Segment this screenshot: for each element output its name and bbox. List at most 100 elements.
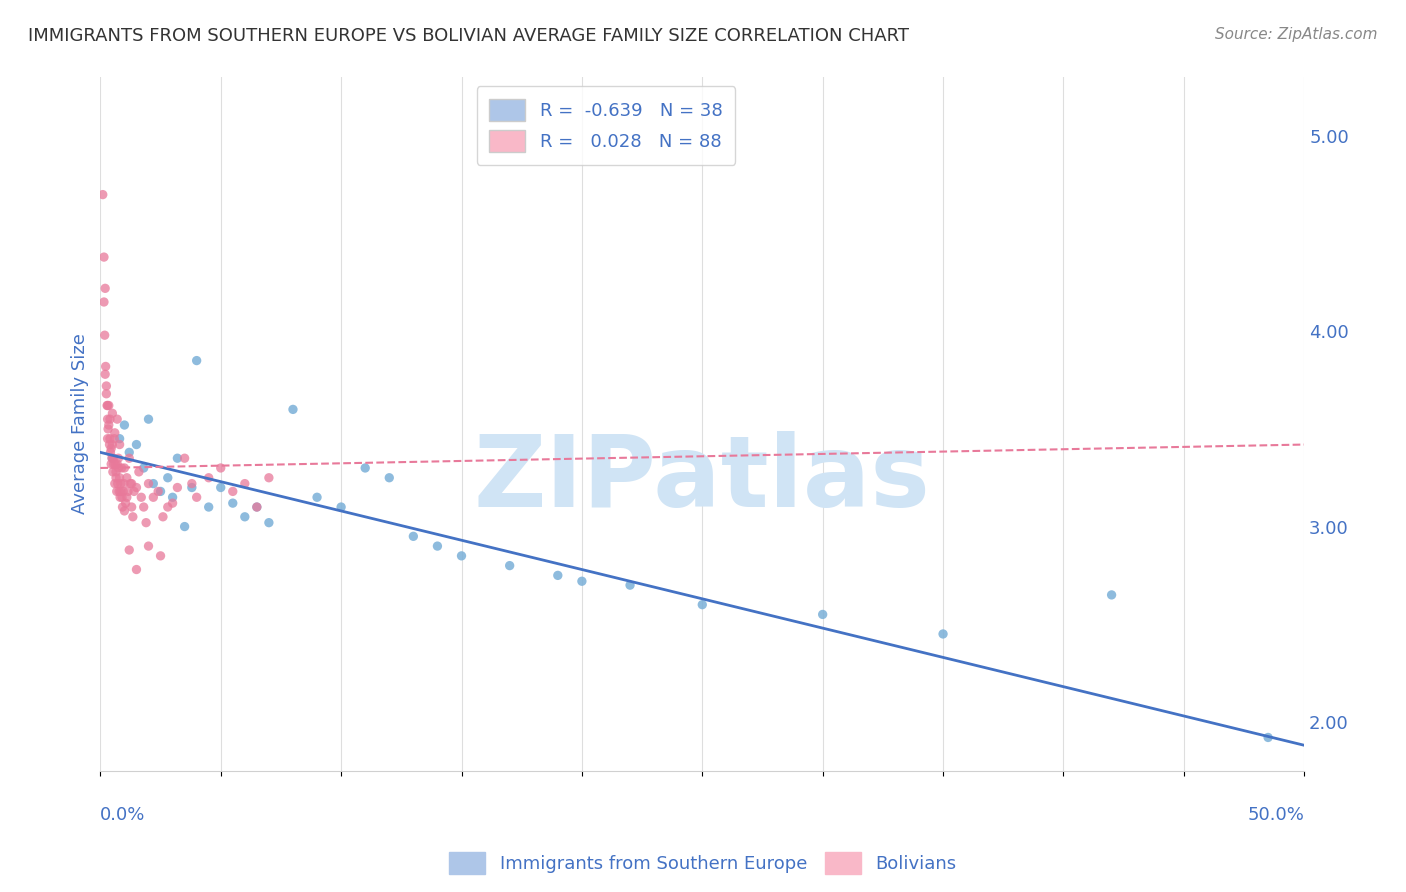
- Point: [97, 399, 120, 413]
- Point: [111, 500, 134, 514]
- Point: [105, 465, 128, 479]
- Point: [110, 484, 132, 499]
- Point: [132, 500, 155, 514]
- Point: [105, 471, 128, 485]
- Point: [101, 437, 124, 451]
- Text: 50.0%: 50.0%: [1247, 805, 1305, 824]
- Point: [173, 451, 195, 466]
- Point: [571, 574, 593, 589]
- Point: [180, 476, 202, 491]
- Point: [162, 496, 184, 510]
- Point: [186, 353, 208, 368]
- Point: [94, 359, 117, 374]
- Point: [186, 490, 208, 504]
- Point: [100, 445, 122, 459]
- Text: IMMIGRANTS FROM SOUTHERN EUROPE VS BOLIVIAN AVERAGE FAMILY SIZE CORRELATION CHAR: IMMIGRANTS FROM SOUTHERN EUROPE VS BOLIV…: [28, 27, 910, 45]
- Point: [104, 457, 127, 471]
- Point: [197, 471, 219, 485]
- Point: [257, 471, 280, 485]
- Point: [121, 476, 143, 491]
- Point: [94, 368, 117, 382]
- Point: [117, 484, 139, 499]
- Point: [138, 412, 160, 426]
- Point: [125, 437, 148, 451]
- Point: [104, 425, 127, 440]
- Point: [156, 500, 179, 514]
- Point: [122, 484, 145, 499]
- Point: [152, 509, 174, 524]
- Point: [142, 476, 165, 491]
- Point: [103, 432, 125, 446]
- Point: [97, 412, 120, 426]
- Point: [112, 417, 135, 432]
- Point: [112, 504, 135, 518]
- Point: [93, 250, 115, 264]
- Point: [156, 471, 179, 485]
- Point: [149, 549, 172, 563]
- Point: [97, 432, 120, 446]
- Point: [94, 281, 117, 295]
- Point: [110, 476, 132, 491]
- Point: [498, 558, 520, 573]
- Point: [149, 484, 172, 499]
- Point: [97, 422, 120, 436]
- Point: [121, 500, 143, 514]
- Point: [222, 484, 245, 499]
- Point: [97, 417, 120, 432]
- Point: [108, 432, 131, 446]
- Point: [138, 476, 160, 491]
- Point: [93, 328, 115, 343]
- Point: [330, 500, 353, 514]
- Point: [246, 500, 269, 514]
- Point: [112, 476, 135, 491]
- Point: [125, 562, 148, 576]
- Point: [209, 461, 232, 475]
- Point: [107, 461, 129, 475]
- Point: [118, 451, 141, 466]
- Point: [101, 451, 124, 466]
- Point: [138, 539, 160, 553]
- Point: [811, 607, 834, 622]
- Text: ZIPatlas: ZIPatlas: [474, 431, 931, 528]
- Point: [96, 399, 118, 413]
- Point: [103, 451, 125, 466]
- Point: [108, 490, 131, 504]
- Point: [233, 509, 256, 524]
- Point: [91, 187, 114, 202]
- Point: [305, 490, 328, 504]
- Point: [197, 500, 219, 514]
- Point: [121, 509, 143, 524]
- Point: [135, 516, 157, 530]
- Point: [108, 484, 131, 499]
- Point: [402, 529, 425, 543]
- Point: [1257, 731, 1279, 745]
- Point: [118, 445, 141, 459]
- Point: [932, 627, 955, 641]
- Point: [426, 539, 449, 553]
- Point: [96, 379, 118, 393]
- Text: 0.0%: 0.0%: [100, 805, 146, 824]
- Legend: R =  -0.639   N = 38, R =   0.028   N = 88: R = -0.639 N = 38, R = 0.028 N = 88: [477, 87, 735, 165]
- Point: [104, 476, 127, 491]
- Point: [101, 406, 124, 420]
- Point: [125, 481, 148, 495]
- Point: [180, 481, 202, 495]
- Point: [100, 457, 122, 471]
- Point: [354, 461, 377, 475]
- Point: [93, 295, 115, 310]
- Point: [129, 490, 152, 504]
- Point: [110, 461, 132, 475]
- Point: [132, 461, 155, 475]
- Point: [105, 457, 128, 471]
- Point: [690, 598, 713, 612]
- Point: [107, 476, 129, 491]
- Point: [209, 481, 232, 495]
- Point: [105, 484, 128, 499]
- Text: Source: ZipAtlas.com: Source: ZipAtlas.com: [1215, 27, 1378, 42]
- Point: [112, 461, 135, 475]
- Point: [101, 465, 124, 479]
- Point: [100, 442, 122, 456]
- Point: [162, 490, 184, 504]
- Point: [96, 386, 118, 401]
- Point: [173, 519, 195, 533]
